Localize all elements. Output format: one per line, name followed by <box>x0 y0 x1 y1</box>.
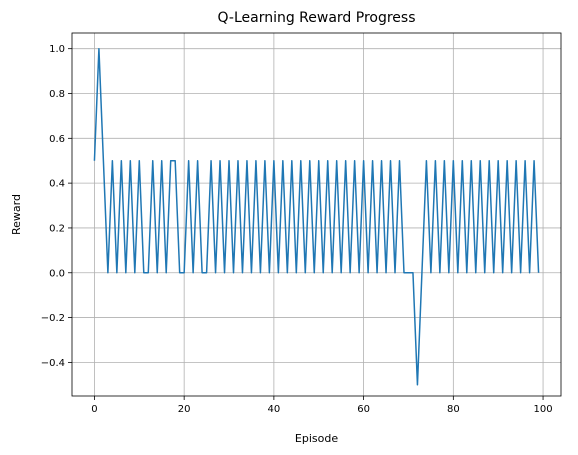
y-tick-label: −0.2 <box>41 313 65 324</box>
x-tick-label: 60 <box>357 404 370 415</box>
axis-ticks: 0 20 40 60 80 100 −0.4 −0.2 0.0 0.2 0.4 0.6 0.8 1.0 <box>41 44 553 415</box>
x-tick-label: 100 <box>534 404 553 415</box>
y-tick-label: 0.6 <box>49 134 65 145</box>
y-tick-label: 0.4 <box>49 179 65 190</box>
y-axis-label: Reward <box>10 194 23 235</box>
x-tick-label: 40 <box>268 404 281 415</box>
plot-frame <box>71 32 562 397</box>
series-layer <box>93 47 540 386</box>
chart-title: Q-Learning Reward Progress <box>217 10 415 26</box>
reward-series-line <box>93 47 540 386</box>
y-tick-label: 0.0 <box>49 268 65 279</box>
x-tick-label: 20 <box>178 404 191 415</box>
x-tick-label: 80 <box>447 404 460 415</box>
y-tick-label: 0.2 <box>49 223 65 234</box>
y-tick-label: 1.0 <box>49 44 65 55</box>
x-tick-label: 0 <box>91 404 97 415</box>
y-tick-label: 0.8 <box>49 89 65 100</box>
y-tick-label: −0.4 <box>41 358 65 369</box>
x-axis-label: Episode <box>295 432 338 445</box>
